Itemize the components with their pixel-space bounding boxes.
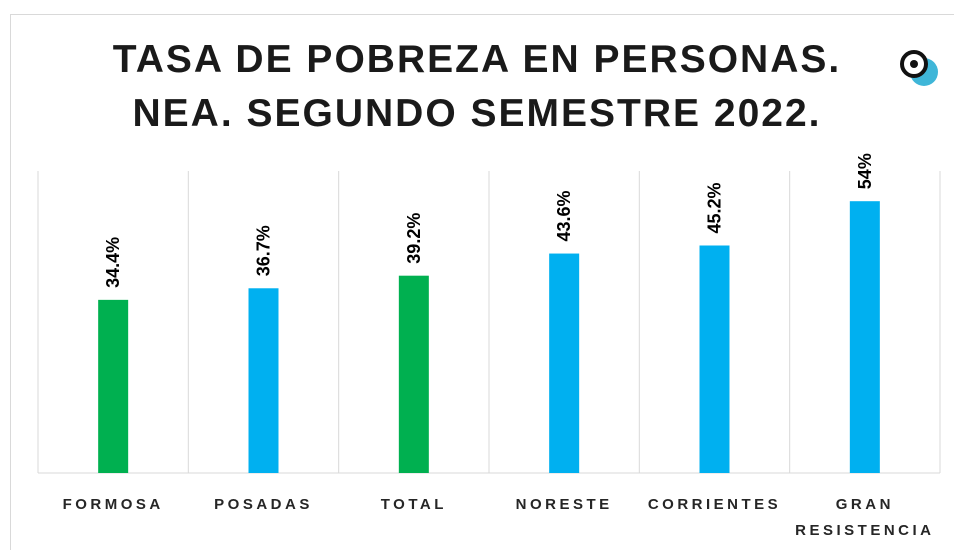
bar: [248, 288, 279, 473]
data-label: 34.4%: [103, 237, 123, 288]
bar: [699, 245, 730, 473]
data-label: 39.2%: [404, 213, 424, 264]
x-tick-label: POSADAS: [214, 496, 313, 513]
data-label: 36.7%: [254, 225, 274, 276]
x-tick-label: GRAN RESISTENCIA: [795, 496, 935, 539]
data-label: 54%: [855, 153, 875, 189]
bar: [549, 253, 580, 473]
bar: [98, 299, 129, 473]
bar: [398, 275, 429, 473]
chart-title: NEA. SEGUNDO SEMESTRE 2022.: [132, 92, 822, 135]
data-label: 43.6%: [554, 190, 574, 241]
x-tick-label: CORRIENTES: [647, 496, 782, 513]
x-tick-label: TOTAL: [380, 496, 447, 513]
data-label: 45.2%: [705, 182, 725, 233]
x-tick-label: NORESTE: [515, 496, 613, 513]
x-tick-label: FORMOSA: [62, 496, 164, 513]
bar: [849, 201, 880, 473]
logo: [900, 50, 938, 86]
chart-frame: [10, 14, 954, 550]
chart-title: TASA DE POBREZA EN PERSONAS.: [112, 38, 842, 81]
